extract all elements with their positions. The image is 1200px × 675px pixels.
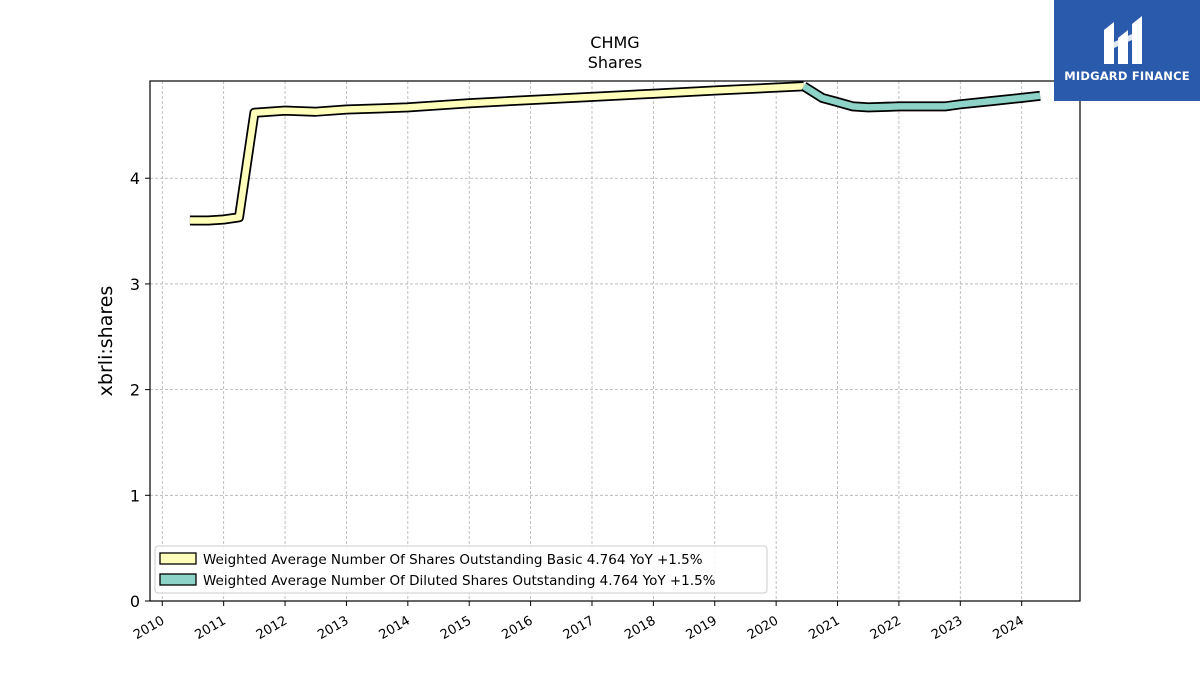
legend-swatch-basic [159,552,197,565]
x-tick-label: 2013 [315,613,351,643]
brand-logo: MIDGARD FINANCE [1054,0,1200,101]
legend-label-basic: Weighted Average Number Of Shares Outsta… [203,552,703,568]
x-tick-label: 2016 [499,613,535,643]
chart-title: CHMG [590,33,639,52]
legend-box [154,545,768,594]
legend-label-diluted: Weighted Average Number Of Diluted Share… [203,573,716,589]
series-0-outline [189,81,805,226]
x-tick-label: 2014 [377,613,413,643]
x-tick-label: 2021 [806,613,842,643]
chart-subtitle: Shares [588,53,643,72]
y-axis-label: xbrli:shares [95,286,117,397]
x-tick-label: 2022 [868,613,904,643]
x-tick-label: 2019 [684,613,720,643]
midgard-logo-icon [1104,16,1142,64]
y-tick-label: 3 [130,275,140,294]
legend: Weighted Average Number Of Shares Outsta… [154,545,768,594]
x-tick-label: 2015 [438,613,474,643]
x-tick-label: 2017 [561,613,597,643]
y-tick-label: 2 [130,381,140,400]
plot-frame [149,80,1081,602]
series-0-line [189,83,804,224]
y-tick-label: 1 [130,486,140,505]
brand-name: MIDGARD FINANCE [1064,69,1190,83]
x-tick-label: 2018 [622,613,658,643]
legend-swatch-diluted [159,573,197,586]
x-tick-label: 2024 [991,613,1027,643]
x-tick-label: 2012 [254,613,290,643]
x-tick-label: 2011 [193,613,229,643]
x-tick-label: 2023 [929,613,965,643]
series-lines [189,81,1041,226]
series-1-line [802,83,1041,111]
grid-lines [150,81,1080,602]
y-tick-label: 4 [130,169,140,188]
y-tick-label: 0 [130,592,140,611]
x-tick-label: 2020 [745,613,781,643]
x-tick-label: 2010 [131,613,167,643]
